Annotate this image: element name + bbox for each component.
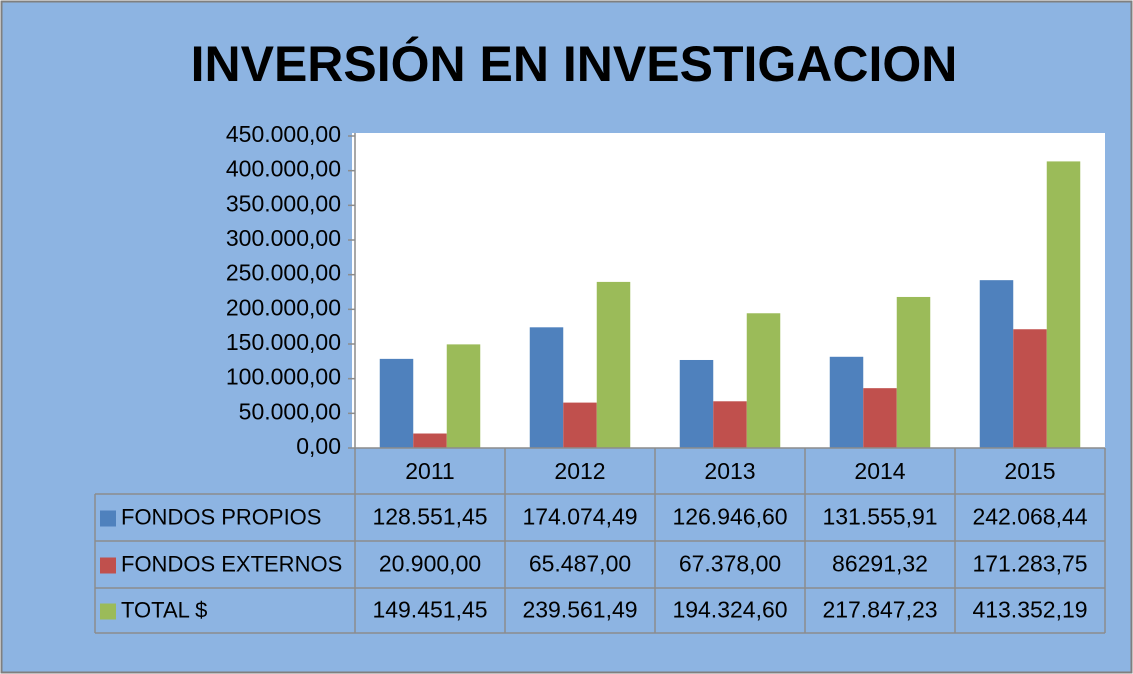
y-tick-label: 400.000,00 [226, 156, 341, 182]
legend-label: TOTAL $ [121, 597, 207, 622]
legend-key [100, 603, 116, 620]
bar [379, 358, 414, 448]
y-tick-label: 250.000,00 [226, 260, 341, 286]
data-label: 126.946,60 [672, 504, 787, 530]
bar [1046, 161, 1081, 448]
data-label: 174.074,49 [522, 504, 637, 530]
legend-key [100, 510, 116, 527]
bar [529, 327, 564, 448]
y-tick-label: 100.000,00 [226, 364, 341, 390]
bar [679, 359, 714, 448]
data-label: 20.900,00 [379, 551, 481, 577]
y-tick-label: 200.000,00 [226, 294, 341, 320]
data-label: 239.561,49 [522, 597, 637, 623]
data-label: 149.451,45 [372, 597, 487, 623]
data-label: 131.555,91 [822, 504, 937, 530]
legend-key [100, 557, 116, 574]
bar [596, 281, 631, 448]
bar [563, 402, 597, 448]
bar [896, 296, 931, 448]
y-tick-label: 50.000,00 [239, 398, 341, 424]
data-label: 86291,32 [832, 551, 928, 577]
data-label: 413.352,19 [972, 597, 1087, 623]
bar [446, 344, 481, 448]
chart-title: INVERSIÓN EN INVESTIGACION [191, 36, 958, 92]
y-tick-label: 150.000,00 [226, 329, 341, 355]
data-label: 128.551,45 [372, 504, 487, 530]
bar [746, 313, 781, 448]
y-tick-label: 350.000,00 [226, 190, 341, 216]
bar [863, 388, 897, 448]
data-label: 67.378,00 [679, 551, 781, 577]
bar [713, 401, 747, 448]
legend-label: FONDOS EXTERNOS [121, 551, 342, 576]
y-tick-label: 450.000,00 [226, 121, 341, 147]
data-label: 194.324,60 [672, 597, 787, 623]
data-label: 65.487,00 [529, 551, 631, 577]
y-tick-label: 0,00 [296, 433, 341, 459]
data-label: 171.283,75 [972, 551, 1087, 577]
x-tick-label: 2012 [554, 458, 605, 484]
data-label: 217.847,23 [822, 597, 937, 623]
bar [413, 433, 447, 448]
y-tick-label: 300.000,00 [226, 225, 341, 251]
x-tick-label: 2014 [854, 458, 905, 484]
bar [1013, 329, 1047, 448]
x-tick-label: 2013 [704, 458, 755, 484]
x-tick-label: 2011 [405, 458, 454, 484]
x-tick-label: 2015 [1004, 458, 1055, 484]
data-label: 242.068,44 [972, 504, 1087, 530]
legend-label: FONDOS PROPIOS [121, 504, 321, 529]
bar [829, 356, 864, 448]
bar [979, 280, 1014, 448]
